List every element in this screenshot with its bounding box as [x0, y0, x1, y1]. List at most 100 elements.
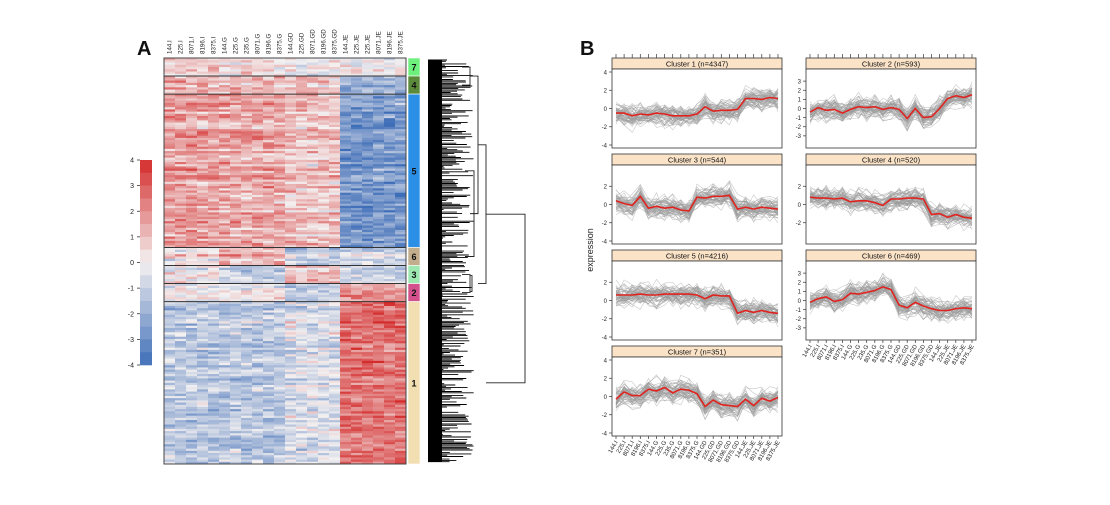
colorbar-segment — [140, 160, 152, 173]
y-tick-label: -2 — [602, 413, 608, 419]
cluster-panel-title: Cluster 5 (n=4216) — [666, 252, 729, 261]
cluster-band-label: 1 — [411, 378, 416, 388]
y-tick-label: -3 — [796, 326, 802, 332]
y-tick-label: 1 — [798, 98, 802, 104]
y-tick-label: -2 — [796, 125, 802, 131]
colorbar-segment — [140, 327, 152, 340]
heatmap-column-label: 225.JE — [365, 35, 372, 54]
y-tick-label: 2 — [798, 281, 802, 287]
dendrogram-branch — [478, 145, 486, 284]
dendrogram-branch — [462, 275, 470, 293]
cluster-panel-title: Cluster 4 (n=520) — [862, 156, 921, 165]
colorbar: 4 3 2 1 0 -1 -2 -3 -4 — [128, 158, 152, 370]
y-tick-label: 3 — [798, 79, 802, 85]
cluster-panel: Cluster 3 (n=544)20-2-4 — [602, 154, 782, 245]
colorbar-segment — [140, 352, 152, 365]
y-tick-label: 2 — [604, 89, 608, 95]
cluster-band-label: 7 — [411, 63, 416, 73]
y-tick-label: -1 — [796, 308, 802, 314]
panel-b-letter: B — [580, 38, 594, 60]
y-tick-label: 4 — [604, 70, 608, 76]
heatmap-column-label: 8071.G — [255, 34, 262, 54]
colorbar-segment — [140, 288, 152, 301]
cluster-panel: Cluster 5 (n=4216)20-2-4 — [602, 250, 782, 341]
dendrogram — [428, 60, 525, 462]
colorbar-tick-label: -4 — [128, 363, 134, 370]
cluster-panel: Cluster 7 (n=351)420-2-4144.I225.I8071.I… — [602, 346, 782, 464]
colorbar-segment — [140, 237, 152, 250]
y-tick-label: -2 — [602, 125, 608, 131]
y-tick-label: 0 — [604, 299, 608, 305]
y-tick-label: 0 — [798, 203, 802, 209]
colorbar-tick-label: -2 — [128, 311, 134, 318]
heatmap-column-label: 8196.GD — [321, 29, 328, 54]
cluster-panel: Cluster 4 (n=520) 2 0 -2 — [796, 154, 976, 244]
y-tick-label: 0 — [604, 203, 608, 209]
y-tick-label: 0 — [604, 395, 608, 401]
y-tick-label: -2 — [796, 317, 802, 323]
cluster-line-plots: Cluster 1 (n=4347) 4 2 0 -2 -4 Cluster 2 (n=59… — [602, 54, 976, 464]
colorbar-segment — [140, 275, 152, 288]
cluster-panel-title: Cluster 2 (n=593) — [862, 60, 921, 69]
colorbar-segment — [140, 211, 152, 224]
colorbar-tick-label: 4 — [130, 158, 134, 165]
heatmap-column-label: 144.JE — [343, 35, 350, 54]
heatmap-column-label: 8375.JE — [398, 31, 405, 54]
colorbar-tick-label: 2 — [130, 209, 134, 216]
heatmap-column-label: 8071.I — [189, 37, 196, 54]
heatmap-column-label: 144.I — [167, 40, 174, 54]
y-tick-label: -2 — [796, 221, 802, 227]
colorbar-segment — [140, 198, 152, 211]
colorbar-tick-label: 3 — [130, 183, 134, 190]
cluster-panel-title: Cluster 6 (n=469) — [862, 252, 921, 261]
y-tick-label: -3 — [796, 134, 802, 140]
dendrogram-branches — [462, 67, 525, 383]
colorbar-tick-label: -3 — [128, 337, 134, 344]
cluster-band-label: 2 — [411, 288, 416, 298]
colorbar-segment — [140, 173, 152, 186]
y-tick-label: -2 — [602, 221, 608, 227]
heatmap-column-label: 225.JE — [354, 35, 361, 54]
dendrogram-branch — [486, 214, 525, 383]
colorbar-segment — [140, 250, 152, 263]
colorbar-tick-label: 0 — [130, 260, 134, 267]
heatmap-column-label: 225.I — [178, 40, 185, 54]
colorbar-segment — [140, 314, 152, 327]
colorbar-segment — [140, 263, 152, 276]
cluster-panel-title: Cluster 1 (n=4347) — [666, 60, 729, 69]
cluster-panel: Cluster 1 (n=4347) 4 2 0 -2 -4 — [602, 54, 782, 149]
cluster-band-label: 4 — [411, 81, 416, 91]
dendrogram-leaf-mass — [428, 60, 442, 462]
y-tick-label: 0 — [604, 107, 608, 113]
heatmap-column-label: 8196.G — [266, 34, 273, 54]
y-tick-label: -4 — [602, 143, 608, 149]
y-tick-label: -2 — [602, 317, 608, 323]
y-tick-label: -4 — [602, 431, 608, 437]
y-tick-label: 2 — [604, 281, 608, 287]
colorbar-segment — [140, 301, 152, 314]
y-tick-label: 0 — [798, 107, 802, 113]
heatmap-column-label: 8375.G — [277, 34, 284, 54]
heatmap-column-label: 144.GD — [288, 32, 295, 54]
y-tick-label: -4 — [602, 239, 608, 245]
colorbar-tick-label: -1 — [128, 286, 134, 293]
cluster-panel-title: Cluster 3 (n=544) — [668, 156, 727, 165]
colorbar-tick-label: 1 — [130, 234, 134, 241]
dendrogram-leaves — [428, 60, 474, 462]
heatmap-column-label: 8196.I — [200, 37, 207, 54]
colorbar-segment — [140, 339, 152, 352]
y-tick-label: -1 — [796, 116, 802, 122]
y-tick-label: 2 — [604, 377, 608, 383]
heatmap-column-label: 8071.JE — [376, 31, 383, 54]
colorbar-segment — [140, 186, 152, 199]
panel-a-letter: A — [137, 38, 151, 60]
y-tick-label: 1 — [798, 290, 802, 296]
heatmap-cells — [164, 58, 406, 464]
y-tick-label: 2 — [798, 185, 802, 191]
colorbar-segment — [140, 224, 152, 237]
